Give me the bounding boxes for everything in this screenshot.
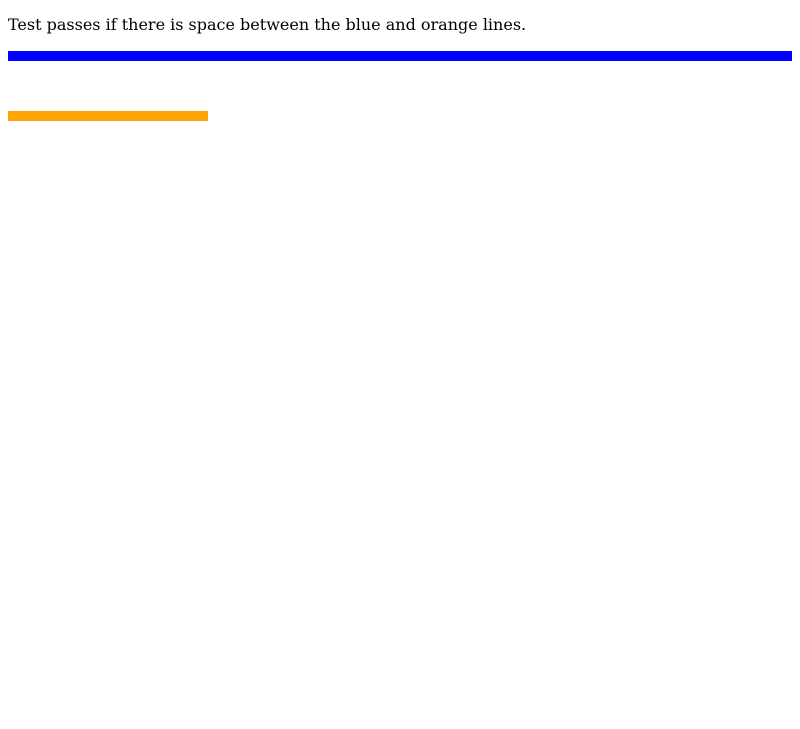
blue-line bbox=[8, 51, 792, 61]
test-instruction-text: Test passes if there is space between th… bbox=[8, 15, 527, 34]
orange-line bbox=[8, 111, 208, 121]
